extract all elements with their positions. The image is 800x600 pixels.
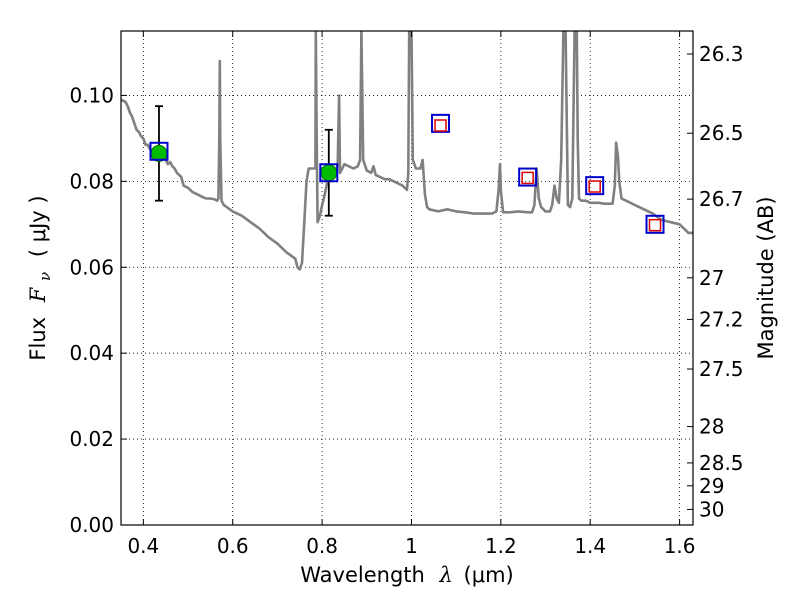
model-flux-inner-square bbox=[521, 171, 534, 185]
plot-frame bbox=[120, 30, 694, 526]
y-tick-label: 0.04 bbox=[69, 341, 114, 365]
x-tick-label: 1.2 bbox=[485, 534, 517, 558]
y-tick-label: 0.10 bbox=[69, 83, 114, 107]
y2-tick-label: 27.5 bbox=[699, 357, 744, 381]
y-axis-label-unit: ( μJy ) bbox=[26, 195, 50, 257]
y2-tick-label: 26.3 bbox=[699, 42, 744, 66]
x-tick-label: 1 bbox=[405, 534, 418, 558]
x-axis-label-text: Wavelength bbox=[300, 563, 425, 587]
points-layer bbox=[149, 105, 665, 234]
ticks-layer: 0.4 0.6 0.8 1 1.2 1.4 1.6 0.00 0.02 0.04 0.06 0.08 0… bbox=[69, 31, 744, 558]
y2-tick-label: 28 bbox=[699, 415, 724, 439]
observed-data-point bbox=[320, 164, 338, 182]
model-flux-square bbox=[431, 113, 451, 133]
grid-lines bbox=[121, 31, 693, 525]
y2-tick-label: 27 bbox=[699, 266, 724, 290]
y-axis-label-symbol: F bbox=[26, 286, 50, 303]
y2-tick-label: 26.7 bbox=[699, 187, 744, 211]
y-tick-label: 0.00 bbox=[69, 513, 114, 537]
x-axis-label-symbol: λ bbox=[439, 563, 453, 587]
x-tick-label: 0.6 bbox=[217, 534, 249, 558]
y-axis-label-text: Flux bbox=[26, 317, 50, 361]
y2-tick-label: 29 bbox=[699, 474, 724, 498]
model-flux-square bbox=[645, 214, 665, 234]
x-axis-label: Wavelength λ (μm) bbox=[300, 563, 513, 587]
x-tick-label: 0.8 bbox=[306, 534, 338, 558]
spectrum-layer bbox=[121, 31, 693, 271]
model-flux-square bbox=[319, 163, 339, 183]
y-tick-label: 0.06 bbox=[69, 255, 114, 279]
model-flux-inner-square bbox=[648, 218, 662, 232]
y2-tick-label: 27.2 bbox=[699, 307, 744, 331]
model-flux-square bbox=[149, 141, 169, 161]
model-flux-square bbox=[585, 176, 605, 196]
model-flux-inner-square bbox=[588, 180, 601, 193]
y2-tick-label: 26.5 bbox=[699, 121, 744, 145]
model-flux-square bbox=[518, 167, 538, 187]
y2-tick-label: 28.5 bbox=[699, 451, 744, 475]
y-axis-label: Flux F ν ( μJy ) bbox=[26, 195, 55, 360]
spectrum-line bbox=[121, 31, 693, 271]
y2-tick-label: 30 bbox=[699, 497, 724, 521]
y2-axis-label: Magnitude (AB) bbox=[754, 196, 778, 359]
y-axis-label-symbol-sub: ν bbox=[36, 272, 54, 281]
x-axis-label-unit: (μm) bbox=[464, 563, 514, 587]
x-tick-label: 0.4 bbox=[127, 534, 159, 558]
y-tick-label: 0.08 bbox=[69, 169, 114, 193]
y-tick-label: 0.02 bbox=[69, 427, 114, 451]
x-tick-label: 1.6 bbox=[664, 534, 696, 558]
x-tick-label: 1.4 bbox=[574, 534, 606, 558]
model-flux-inner-square bbox=[434, 119, 447, 132]
